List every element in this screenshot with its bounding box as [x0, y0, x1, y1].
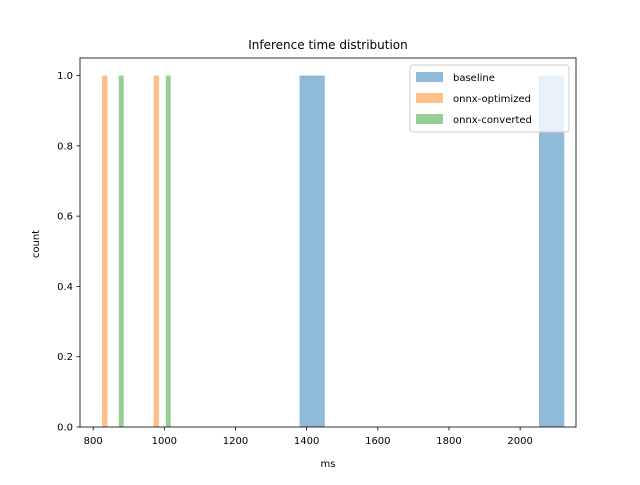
- legend-swatch: [416, 93, 443, 103]
- legend-label: onnx-optimized: [453, 94, 531, 105]
- y-tick-label: 0.0: [57, 423, 73, 434]
- y-tick-label: 0.6: [57, 212, 73, 223]
- x-tick-label: 1600: [365, 436, 390, 447]
- y-tick-label: 0.4: [57, 282, 73, 293]
- legend-label: baseline: [453, 73, 495, 84]
- legend-box: [409, 64, 570, 133]
- histogram-bar: [299, 75, 325, 427]
- x-tick-label: 1400: [294, 436, 319, 447]
- legend-swatch: [416, 114, 443, 124]
- x-axis-title: ms: [321, 459, 336, 470]
- chart-title: Inference time distribution: [248, 38, 408, 52]
- x-tick-label: 1200: [223, 436, 248, 447]
- histogram-bar: [102, 75, 108, 427]
- axes-layer: 800 1000 1200 1400 1600 1800 2000 0.0 0.2 0.4 0.6 0…: [57, 57, 577, 447]
- histogram-bar: [165, 75, 171, 427]
- x-tick-label: 1800: [436, 436, 461, 447]
- x-tick-label: 800: [84, 436, 103, 447]
- x-tick-label: 1000: [152, 436, 177, 447]
- plot-frame: [79, 57, 577, 428]
- histogram-bar: [118, 75, 124, 427]
- bars-layer: [102, 75, 565, 427]
- y-tick-label: 1.0: [57, 71, 73, 82]
- histogram-bar: [153, 75, 159, 427]
- legend: baseline onnx-optimized onnx-converted: [409, 64, 570, 133]
- y-tick-label: 0.2: [57, 352, 73, 363]
- legend-swatch: [416, 72, 443, 82]
- y-axis-title: count: [31, 230, 42, 258]
- histogram-bar: [539, 75, 565, 427]
- x-tick-label: 2000: [507, 436, 532, 447]
- legend-label: onnx-converted: [453, 115, 532, 126]
- y-tick-label: 0.8: [57, 141, 73, 152]
